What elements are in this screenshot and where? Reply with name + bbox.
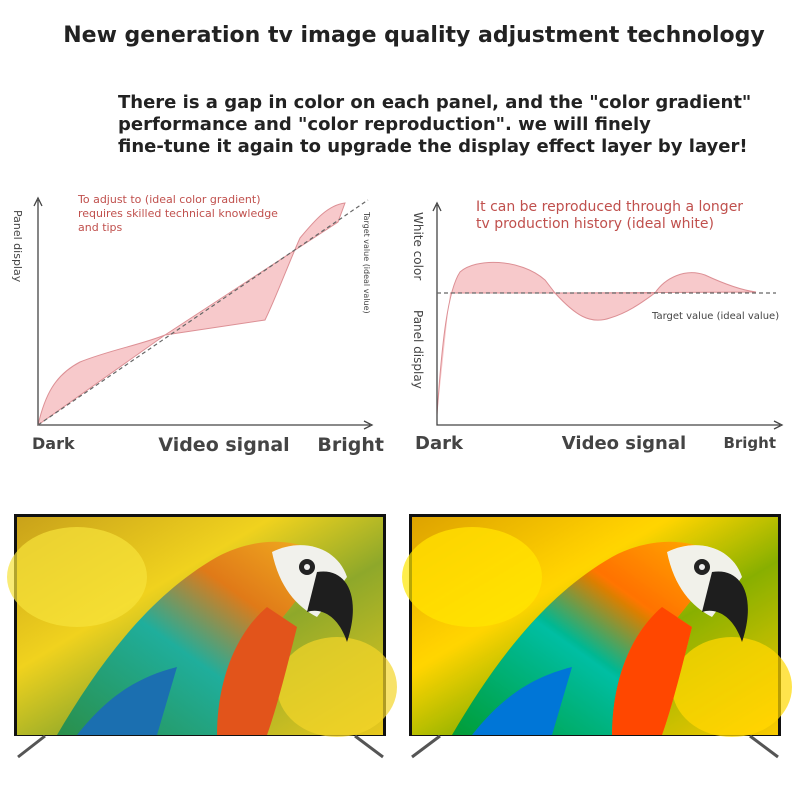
y-label: Panel display: [411, 310, 425, 389]
tv-before: [7, 514, 397, 759]
x-label-middle: Video signal: [158, 434, 289, 456]
title: New generation tv image quality adjustme…: [63, 23, 765, 48]
target-line: [37, 199, 369, 426]
tv-image: [402, 517, 792, 737]
annotation: requires skilled technical knowledge: [78, 207, 278, 220]
deviation-area: [436, 261, 757, 416]
tv-after: [402, 514, 792, 759]
description-line: performance and "color reproduction". we…: [118, 114, 651, 135]
deviation-area: [37, 202, 346, 427]
x-label-start: Dark: [415, 433, 464, 454]
tv-screen: [402, 517, 792, 737]
x-label-middle: Video signal: [562, 433, 686, 454]
annotation: and tips: [78, 221, 123, 234]
annotation: tv production history (ideal white): [476, 216, 714, 232]
tv-stand: [411, 734, 779, 759]
y-label: White color: [411, 212, 425, 280]
annotation: It can be reproduced through a longer: [476, 199, 743, 215]
target-label: Target value (ideal value): [651, 311, 779, 322]
target-label: Target value (ideal value): [362, 211, 371, 314]
gradient-diagram: To adjust to (ideal color gradient) requ…: [11, 193, 384, 456]
x-label-start: Dark: [32, 434, 75, 453]
x-label-end: Bright: [317, 434, 384, 456]
x-label-end: Bright: [723, 434, 776, 452]
description-line: fine-tune it again to upgrade the displa…: [118, 136, 748, 157]
axis-arrow: [432, 201, 784, 430]
description-line: There is a gap in color on each panel, a…: [118, 92, 751, 113]
annotation: To adjust to (ideal color gradient): [77, 193, 261, 206]
tv-stand: [17, 734, 384, 759]
axis: [436, 205, 780, 426]
axis-arrow: [33, 196, 374, 430]
tv-screen: [7, 517, 397, 737]
white-diagram: It can be reproduced through a longer tv…: [411, 199, 784, 454]
y-label: Panel display: [11, 210, 24, 283]
